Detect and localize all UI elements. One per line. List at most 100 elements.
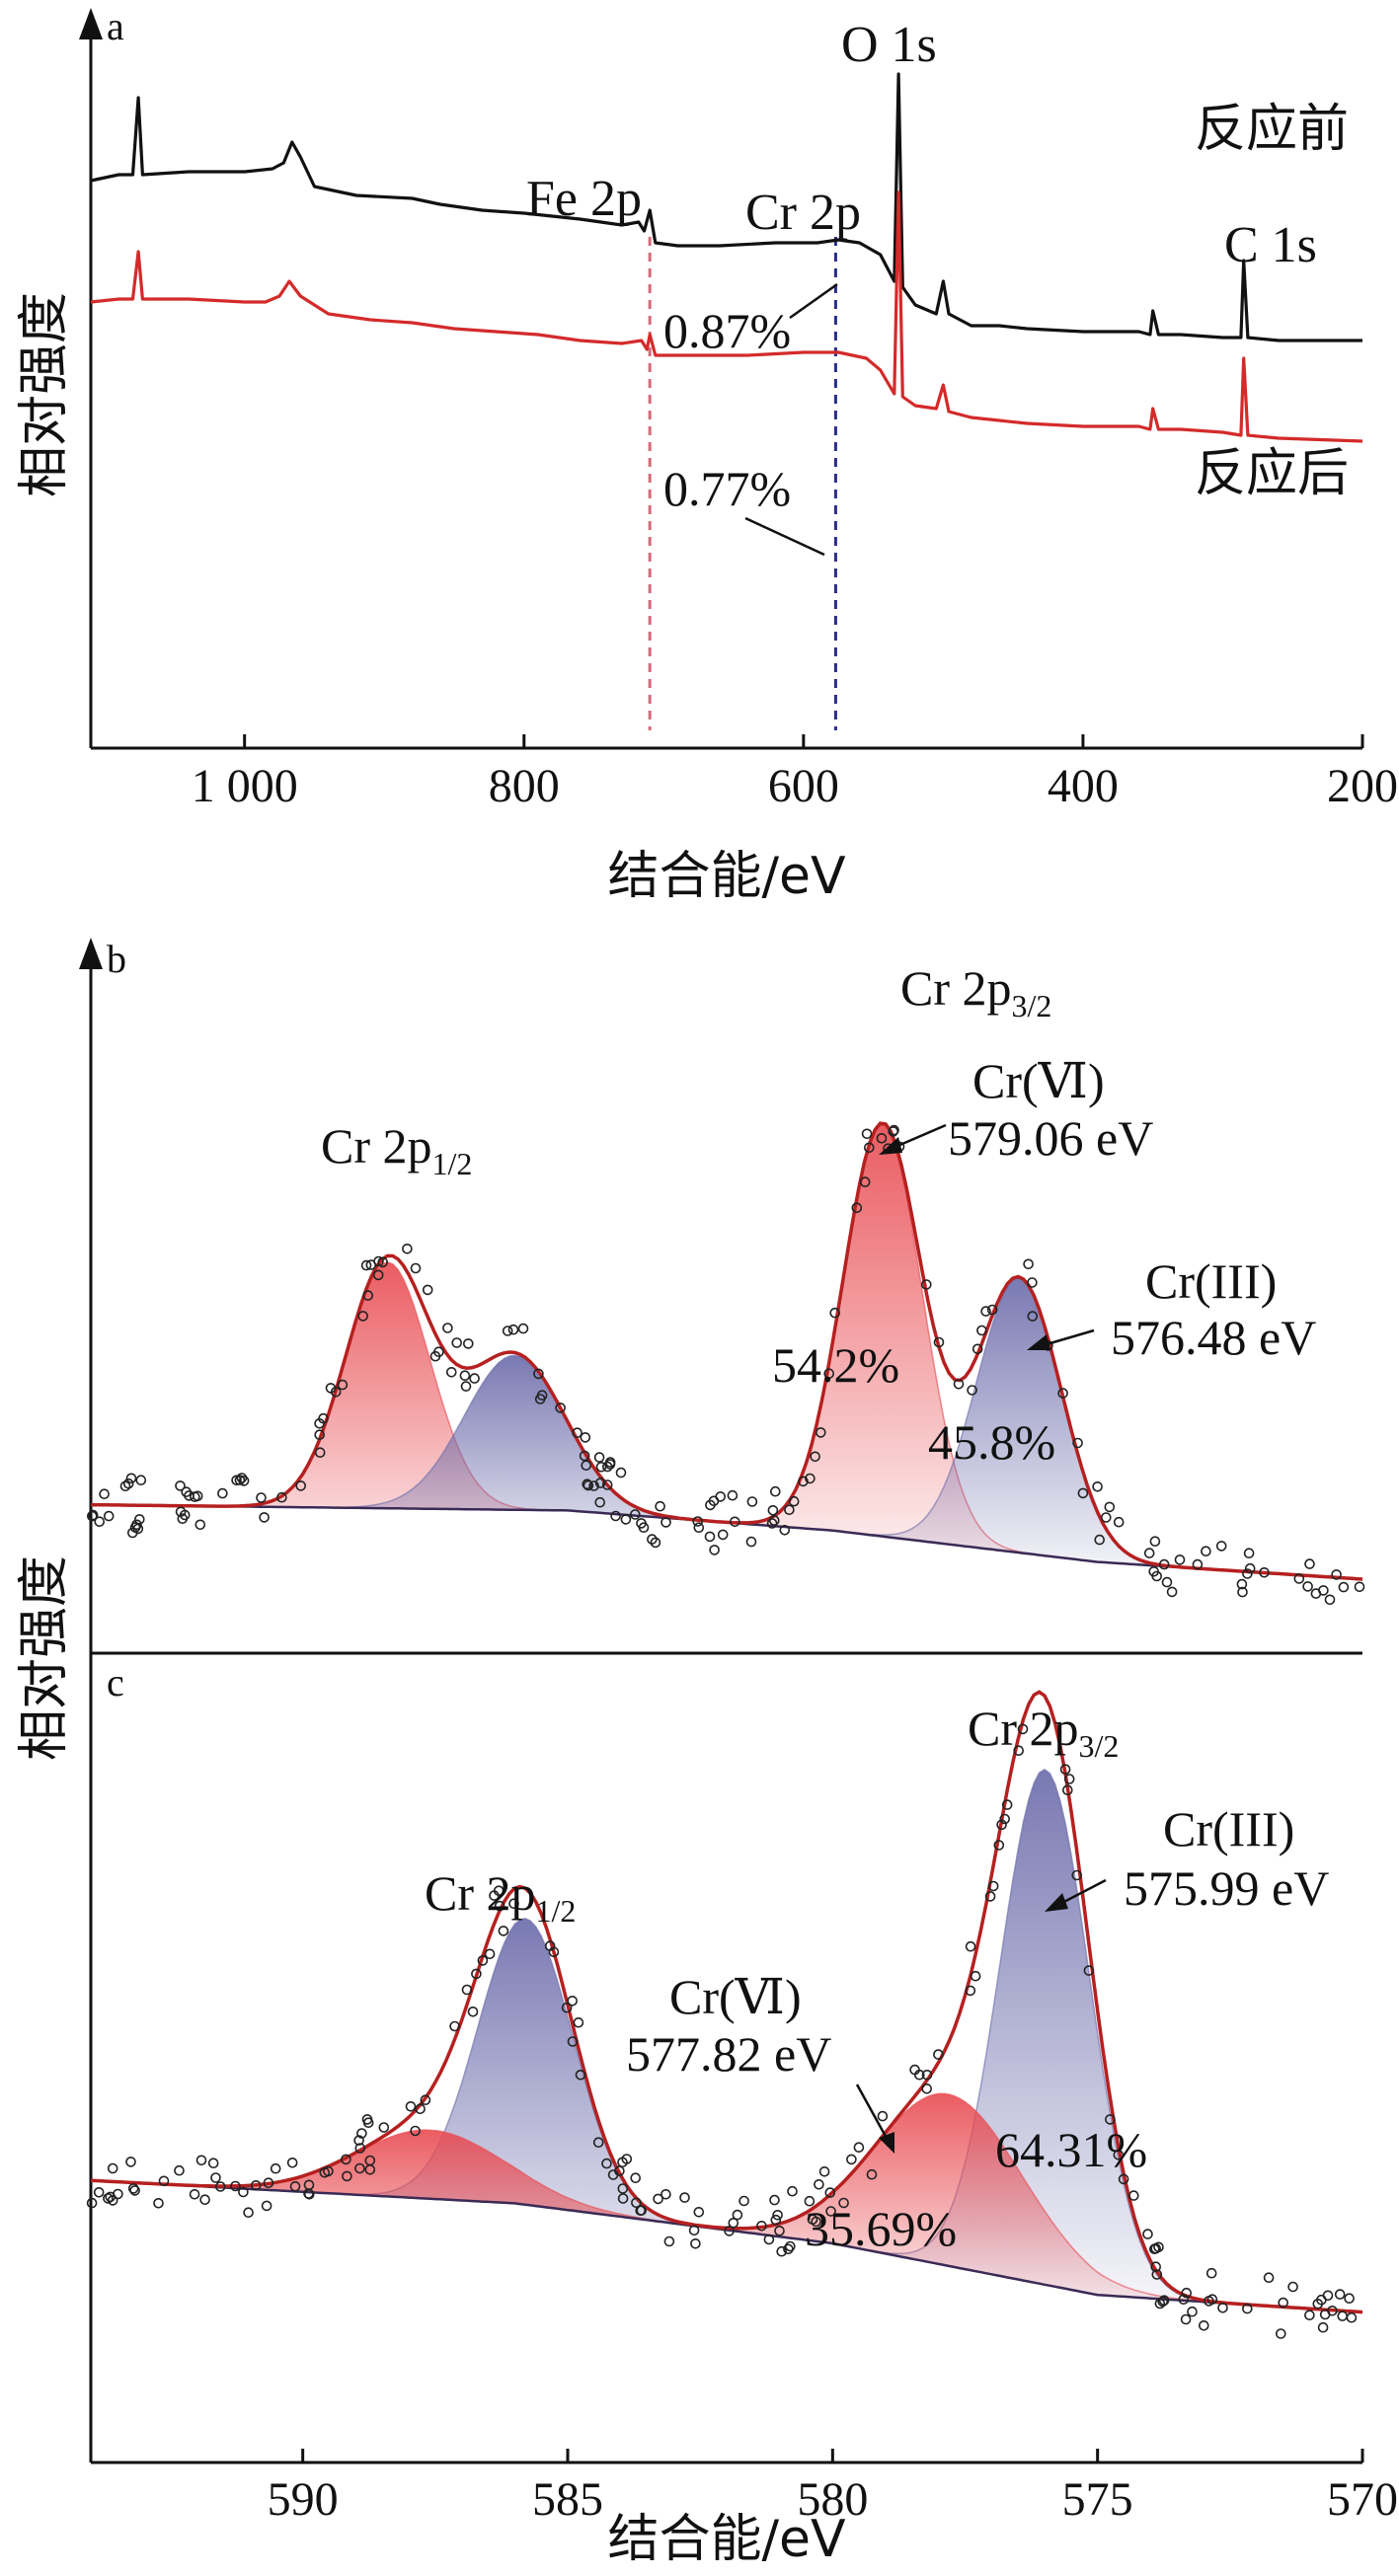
raw-data-point <box>1236 1578 1248 1590</box>
raw-data-point <box>851 1202 863 1213</box>
raw-data-point <box>766 1518 778 1529</box>
raw-data-point <box>693 1522 705 1533</box>
raw-data-point <box>688 2225 700 2236</box>
raw-data-point <box>594 1477 606 1488</box>
raw-data-point <box>972 1343 983 1355</box>
raw-data-point <box>544 1940 556 1951</box>
raw-data-point <box>1059 1764 1071 1775</box>
raw-data-point <box>1334 2289 1346 2300</box>
raw-data-point <box>1327 2306 1338 2316</box>
raw-data-point <box>231 1475 242 1486</box>
raw-data-point <box>767 1505 779 1516</box>
panel-a-x-tick-label: 200 <box>1327 760 1398 812</box>
raw-data-point <box>631 2197 642 2209</box>
raw-data-point <box>1072 1437 1083 1449</box>
raw-data-point <box>965 1940 976 1952</box>
raw-data-point <box>617 2193 629 2204</box>
raw-data-point <box>823 1368 835 1379</box>
raw-data-point <box>410 1262 422 1274</box>
raw-data-point <box>1217 2303 1228 2313</box>
raw-data-point <box>105 2191 116 2203</box>
raw-data-point <box>261 2200 272 2212</box>
raw-data-point <box>234 1475 246 1485</box>
panel-c-cr6-arrowhead <box>879 2132 894 2154</box>
raw-data-point <box>1128 2190 1139 2201</box>
raw-data-point <box>330 1387 342 1398</box>
raw-data-point <box>469 1373 480 1384</box>
raw-data-point <box>1304 2310 1315 2320</box>
panel-c-cr6-percent: 35.69% <box>805 2201 957 2256</box>
raw-data-point <box>1201 1546 1211 1556</box>
raw-data-point <box>1293 1573 1305 1584</box>
panel-c-fit <box>86 1690 1363 2339</box>
raw-data-point <box>629 1509 641 1520</box>
raw-data-point <box>693 2207 705 2218</box>
component-peak <box>90 2092 1363 2313</box>
panel-b-label-cr2p-1-2: Cr 2p1/2 <box>321 1118 472 1181</box>
raw-data-point <box>1150 2261 1161 2272</box>
cr-content-before-leader <box>789 282 838 320</box>
raw-data-point <box>965 1985 976 1997</box>
panel-a-x-ticks <box>243 734 1364 748</box>
raw-data-point <box>580 1432 591 1443</box>
raw-data-point <box>1158 1558 1170 1570</box>
raw-data-point <box>1304 1558 1315 1569</box>
panel-c-x-label: 结合能/eV <box>607 2510 846 2569</box>
raw-data-point <box>175 1480 186 1491</box>
raw-data-point <box>1337 2311 1348 2321</box>
panel-b-fit <box>87 1121 1365 1606</box>
raw-data-point <box>517 1323 529 1334</box>
peak-label-c1s: C 1s <box>1224 217 1317 273</box>
raw-data-point <box>1027 1311 1039 1322</box>
panel-b-letter: b <box>107 937 126 981</box>
raw-data-point <box>772 2210 783 2221</box>
raw-data-point <box>445 1367 457 1378</box>
panel-bc-y-axis-arrow <box>79 938 103 969</box>
raw-data-point <box>818 2166 830 2177</box>
raw-data-point <box>353 2135 364 2146</box>
raw-data-point <box>595 1462 607 1473</box>
raw-data-point <box>360 1259 372 1271</box>
raw-data-point <box>107 2162 118 2174</box>
raw-data-point <box>230 2180 241 2192</box>
raw-data-point <box>1017 1723 1029 1735</box>
raw-data-point <box>604 1457 616 1468</box>
raw-data-point <box>621 2154 633 2164</box>
raw-data-point <box>763 2234 775 2245</box>
panel-c-x-tick-label: 580 <box>797 2473 868 2526</box>
panel-a-series-line <box>90 72 1362 342</box>
raw-data-point <box>717 1529 729 1541</box>
raw-data-point <box>581 1460 592 1471</box>
raw-data-point <box>933 2049 944 2060</box>
raw-data-point <box>342 2170 352 2182</box>
raw-data-point <box>784 2240 796 2252</box>
sample-label-after: 反应后 <box>1195 444 1349 503</box>
raw-data-point <box>189 2189 200 2200</box>
raw-data-point <box>158 2175 170 2187</box>
panel-b: b Cr 2p1/2 Cr 2p3/2 Cr(Ⅵ) 579.06 eV Cr(I… <box>87 937 1365 1606</box>
raw-data-point <box>354 2162 365 2174</box>
raw-data-point <box>1324 1594 1336 1606</box>
raw-data-point <box>617 2183 629 2194</box>
raw-data-point <box>378 2122 390 2133</box>
raw-data-point <box>493 1885 505 1896</box>
raw-data-point <box>256 1492 267 1503</box>
panel-a-x-label: 结合能/eV <box>607 847 846 906</box>
raw-data-point <box>1013 1745 1024 1756</box>
raw-data-point <box>866 2168 878 2180</box>
raw-data-point <box>364 2164 376 2175</box>
raw-data-point <box>588 1480 599 1491</box>
raw-data-point <box>415 2103 426 2115</box>
raw-data-point <box>769 2194 780 2206</box>
raw-data-point <box>594 1496 606 1508</box>
raw-data-point <box>1178 2294 1190 2305</box>
raw-data-point <box>980 1306 991 1317</box>
raw-data-point <box>1113 2150 1125 2160</box>
raw-data-point <box>1215 1541 1227 1552</box>
raw-data-point <box>217 1487 228 1499</box>
raw-data-point <box>561 2002 573 2013</box>
raw-data-point <box>729 1516 740 1528</box>
raw-data-point <box>1113 1516 1125 1528</box>
raw-data-point <box>824 2187 836 2198</box>
raw-data-point <box>783 2243 794 2255</box>
